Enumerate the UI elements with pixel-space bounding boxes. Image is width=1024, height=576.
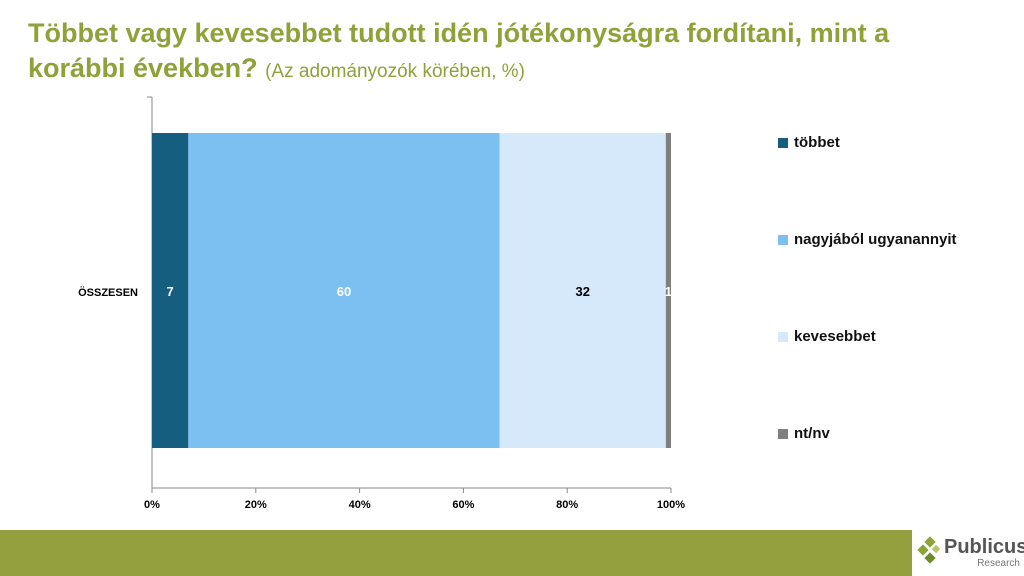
x-tick-label: 100% (657, 499, 685, 511)
data-label: 1 (665, 284, 672, 299)
data-label: 7 (167, 284, 174, 299)
x-tick-label: 60% (452, 499, 474, 511)
legend-swatch (778, 331, 788, 342)
publicus-logo: Publicus Research (916, 534, 1024, 574)
data-label: 32 (576, 284, 590, 299)
footer-bar (0, 530, 912, 576)
legend-item: többet (778, 134, 840, 151)
legend-label: nt/nv (794, 425, 830, 442)
x-tick-label: 0% (144, 499, 160, 511)
logo-name: Publicus (944, 536, 1024, 558)
x-tick-label: 20% (245, 499, 267, 511)
bar-segment (188, 133, 500, 448)
legend-label: többet (794, 134, 840, 151)
bar-segment (499, 133, 666, 448)
data-label: 60 (337, 284, 351, 299)
legend-swatch (778, 234, 788, 245)
logo-diamonds-icon (917, 536, 941, 564)
x-tick-label: 40% (349, 499, 371, 511)
title-sub: (Az adományozók körében, %) (265, 61, 525, 82)
legend-item: kevesebbet (778, 328, 876, 345)
bar-segment (665, 133, 671, 448)
bar-segment (152, 133, 189, 448)
legend-item: nagyjából ugyanannyit (778, 231, 957, 248)
legend-label: nagyjából ugyanannyit (794, 231, 957, 248)
page-title: Többet vagy kevesebbet tudott idén jóték… (28, 16, 988, 89)
logo-sub: Research (977, 558, 1020, 569)
legend-swatch (778, 137, 788, 148)
legend-item: nt/nv (778, 425, 830, 442)
x-tick-label: 80% (556, 499, 578, 511)
title-main: Többet vagy kevesebbet tudott idén jóték… (28, 18, 890, 83)
category-label: ÖSSZESEN (78, 286, 138, 299)
legend-label: kevesebbet (794, 328, 876, 345)
legend-swatch (778, 428, 788, 439)
